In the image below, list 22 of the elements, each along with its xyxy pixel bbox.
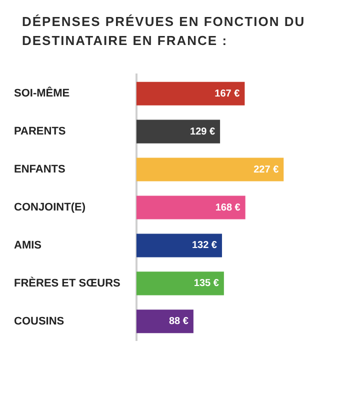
data-label: 135 € [194,278,220,290]
y-tick-label: COUSINS [14,315,64,328]
bar [136,234,222,258]
bar [136,158,284,182]
data-label: 167 € [214,88,240,100]
data-label: 227 € [254,164,280,176]
chart-title: DÉPENSES PRÉVUES EN FONCTION DU DESTINATAIRE EN FRANCE : [22,13,306,50]
y-tick-label: CONJOINT(E) [14,202,86,214]
data-label: 88 € [168,316,189,328]
data-label: 168 € [215,202,241,214]
bar [136,120,220,144]
y-tick-label: ENFANTS [14,164,66,176]
y-tick-label: SOI-MÊME [14,86,70,100]
y-tick-label: FRÈRES ET SŒURS [14,276,120,290]
data-label: 132 € [192,240,218,252]
bar [136,82,245,106]
bar [136,196,246,220]
bar [136,272,224,296]
y-tick-label: AMIS [14,240,42,252]
y-tick-label: PARENTS [14,126,66,138]
data-label: 129 € [190,126,216,138]
bar [136,310,194,334]
